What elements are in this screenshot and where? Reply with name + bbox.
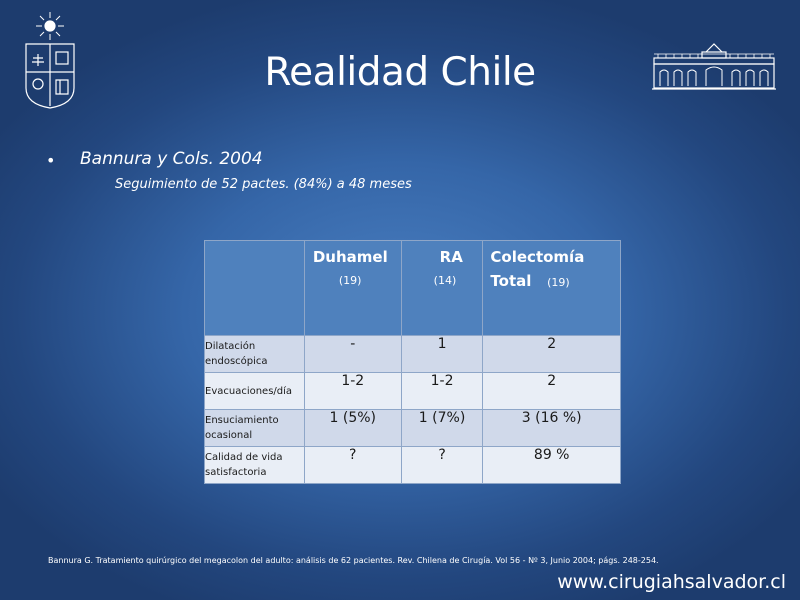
table-header-row: Duhamel (19) RA (14) Colectomía Total (1… — [204, 240, 621, 336]
row-label: Ensuciamiento ocasional — [204, 409, 305, 447]
header-colectomia: Colectomía Total (19) — [482, 240, 621, 336]
cell-colectomia: 89 % — [482, 446, 621, 484]
header-ra: RA (14) — [400, 240, 484, 336]
hospital-building-logo — [652, 43, 776, 90]
cell-ra: 1 — [400, 335, 484, 373]
cell-ra: 1 (7%) — [400, 409, 484, 447]
cell-ra: ? — [400, 446, 484, 484]
cell-ra: 1-2 — [400, 372, 484, 410]
slide-title: Realidad Chile — [264, 50, 536, 95]
sub-bullet-text: Seguimiento de 52 pactes. (84%) a 48 mes… — [115, 177, 412, 192]
cell-duhamel: 1-2 — [303, 372, 402, 410]
cell-colectomia: 3 (16 %) — [482, 409, 621, 447]
row-label: Evacuaciones/día — [204, 372, 305, 410]
cell-duhamel: - — [303, 335, 402, 373]
header-duhamel: Duhamel (19) — [303, 240, 402, 336]
bullet-icon: • — [46, 151, 56, 170]
university-crest-logo — [25, 12, 75, 109]
row-label: Dilatación endoscópica — [204, 335, 305, 373]
bullet-text: Bannura y Cols. 2004 — [80, 149, 263, 169]
cell-duhamel: 1 (5%) — [303, 409, 402, 447]
cell-colectomia: 2 — [482, 335, 621, 373]
row-label: Calidad de vida satisfactoria — [204, 446, 305, 484]
citation-footnote: Bannura G. Tratamiento quirúrgico del me… — [48, 556, 659, 565]
table-row: Dilatación endoscópica - 1 2 — [204, 335, 621, 373]
results-table: Duhamel (19) RA (14) Colectomía Total (1… — [204, 240, 621, 484]
table-row: Evacuaciones/día 1-2 1-2 2 — [204, 372, 621, 410]
cell-duhamel: ? — [303, 446, 402, 484]
table-row: Calidad de vida satisfactoria ? ? 89 % — [204, 446, 621, 484]
cell-colectomia: 2 — [482, 372, 621, 410]
website-url[interactable]: www.cirugiahsalvador.cl — [557, 571, 786, 593]
table-row: Ensuciamiento ocasional 1 (5%) 1 (7%) 3 … — [204, 409, 621, 447]
header-empty — [204, 240, 305, 336]
